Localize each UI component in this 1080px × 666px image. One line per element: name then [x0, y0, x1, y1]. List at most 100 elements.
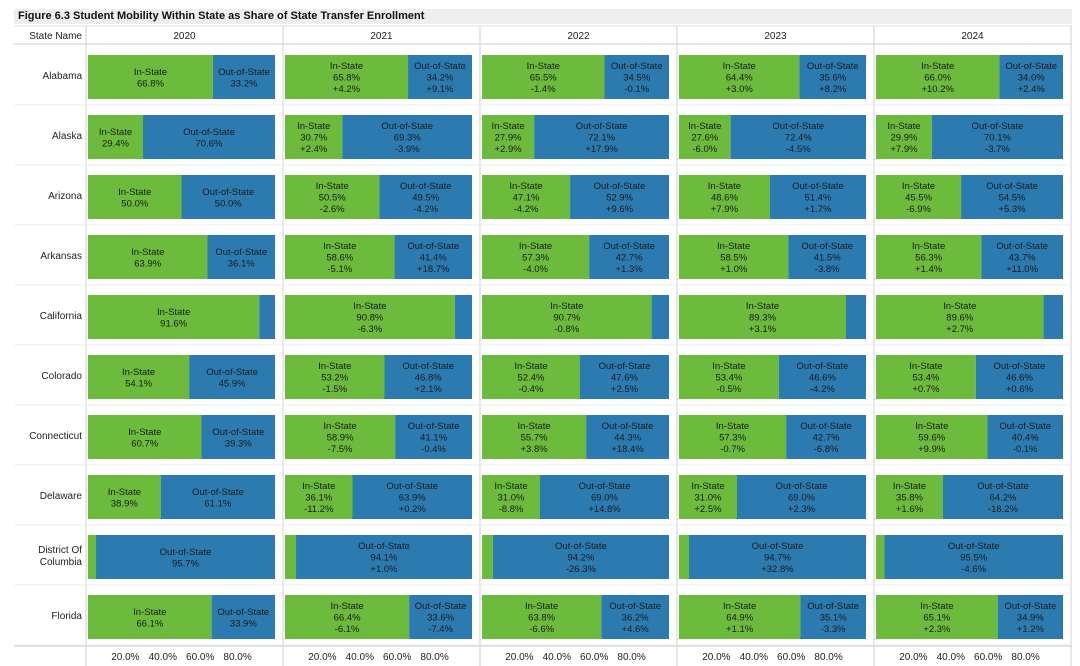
label-out-of-state: 33.6% [427, 613, 454, 624]
bar-out-of-state [492, 535, 669, 579]
label-out-of-state: -0.1% [1013, 444, 1038, 455]
bar-out-of-state [539, 475, 669, 519]
label-out-of-state: Out-of-State [183, 127, 235, 138]
label-out-of-state: +1.0% [370, 564, 398, 575]
label-out-of-state: Out-of-State [801, 241, 853, 252]
bar-out-of-state [987, 415, 1063, 459]
label-out-of-state: 41.5% [814, 253, 841, 264]
x-tick-label: 20.0% [308, 652, 336, 663]
label-in-state: In-State [550, 301, 583, 312]
label-in-state: -6.0% [692, 144, 717, 155]
bar-out-of-state [570, 175, 669, 219]
label-out-of-state: +17.9% [585, 144, 618, 155]
label-in-state: 36.1% [305, 493, 332, 504]
label-in-state: +2.4% [300, 144, 328, 155]
x-tick-label: 80.0% [617, 652, 645, 663]
label-out-of-state: Out-of-State [772, 121, 824, 132]
bar-out-of-state [736, 475, 866, 519]
label-in-state: In-State [746, 301, 779, 312]
label-out-of-state: 70.6% [196, 138, 223, 149]
label-out-of-state: 34.9% [1017, 613, 1044, 624]
bar-in-state [285, 295, 455, 339]
label-in-state: 53.4% [912, 373, 939, 384]
label-in-state: +1.6% [896, 504, 924, 515]
label-out-of-state: 34.0% [1018, 73, 1045, 84]
year-header-2024: 2024 [961, 31, 984, 42]
label-out-of-state: Out-of-State [999, 421, 1051, 432]
bar-out-of-state [997, 595, 1063, 639]
bar-in-state [876, 355, 976, 399]
label-in-state: 35.8% [896, 493, 923, 504]
label-in-state: 29.4% [102, 138, 129, 149]
label-out-of-state: Out-of-State [212, 427, 264, 438]
bar-in-state [285, 175, 380, 219]
bar-in-state [88, 475, 161, 519]
bar-out-of-state [589, 235, 669, 279]
year-header-2020: 2020 [173, 31, 196, 42]
label-out-of-state: Out-of-State [206, 367, 258, 378]
label-out-of-state: -3.9% [395, 144, 420, 155]
bar-in-state [285, 475, 353, 519]
bar-in-state [88, 115, 143, 159]
label-out-of-state: +0.2% [399, 504, 427, 515]
state-label: Alabama [43, 71, 83, 82]
label-in-state: In-State [902, 181, 935, 192]
label-in-state: In-State [887, 121, 920, 132]
label-out-of-state: Out-of-State [358, 541, 410, 552]
bar-in-state [876, 235, 982, 279]
label-in-state: 50.0% [121, 198, 148, 209]
label-in-state: 57.3% [719, 433, 746, 444]
label-in-state: In-State [708, 181, 741, 192]
label-in-state: -2.6% [320, 204, 345, 215]
state-label: Arizona [48, 191, 82, 202]
state-label: Connecticut [29, 431, 82, 442]
label-out-of-state: +1.7% [804, 204, 832, 215]
bar-in-state [876, 55, 1000, 99]
label-in-state: 58.9% [327, 433, 354, 444]
label-in-state: -6.3% [357, 324, 382, 335]
label-out-of-state: 46.6% [809, 373, 836, 384]
label-out-of-state: -0.1% [624, 84, 649, 95]
bar-in-state [285, 595, 410, 639]
bar-in-state [482, 535, 493, 579]
label-out-of-state: -6.8% [814, 444, 839, 455]
label-out-of-state: Out-of-State [776, 481, 828, 492]
label-in-state: +1.1% [726, 624, 754, 635]
label-out-of-state: Out-of-State [1004, 601, 1056, 612]
label-in-state: +2.7% [946, 324, 974, 335]
label-out-of-state: 35.6% [819, 73, 846, 84]
label-in-state: 66.4% [334, 613, 361, 624]
label-out-of-state: Out-of-State [977, 481, 1029, 492]
label-in-state: In-State [108, 487, 141, 498]
label-in-state: In-State [514, 361, 547, 372]
bar-in-state [285, 55, 409, 99]
state-label: Florida [51, 611, 82, 622]
label-out-of-state: 35.1% [820, 613, 847, 624]
label-out-of-state: +1.3% [615, 264, 643, 275]
label-in-state: In-State [330, 61, 363, 72]
bar-out-of-state [454, 295, 472, 339]
bar-out-of-state [975, 355, 1063, 399]
label-out-of-state: +5.3% [998, 204, 1026, 215]
label-in-state: 27.9% [495, 133, 522, 144]
bar-out-of-state [778, 355, 866, 399]
label-in-state: 29.9% [890, 133, 917, 144]
label-in-state: -0.4% [519, 384, 544, 395]
label-out-of-state: Out-of-State [792, 181, 844, 192]
label-out-of-state: 36.2% [622, 613, 649, 624]
label-in-state: In-State [525, 601, 558, 612]
bar-out-of-state [181, 175, 275, 219]
label-out-of-state: 70.1% [984, 133, 1011, 144]
bar-out-of-state [931, 115, 1063, 159]
label-out-of-state: +4.6% [622, 624, 650, 635]
label-out-of-state: 95.7% [172, 558, 199, 569]
label-in-state: 65.8% [333, 73, 360, 84]
label-out-of-state: +32.8% [761, 564, 794, 575]
title-bar: Figure 6.3 Student Mobility Within State… [14, 9, 1072, 24]
label-out-of-state: Out-of-State [415, 601, 467, 612]
bar-in-state [876, 415, 988, 459]
label-out-of-state: Out-of-State [414, 61, 466, 72]
label-out-of-state: 63.9% [399, 493, 426, 504]
bar-in-state [679, 595, 801, 639]
